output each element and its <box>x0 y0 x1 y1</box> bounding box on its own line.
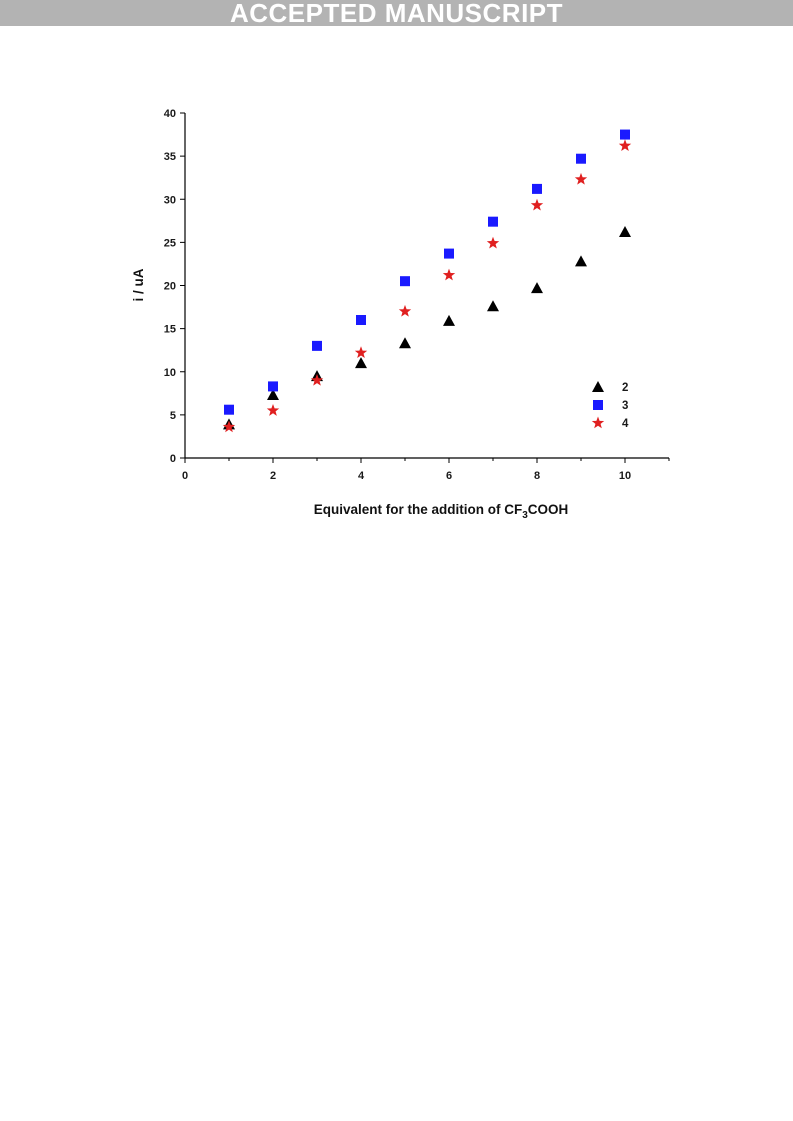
chart-axes: 0 2 4 6 8 10 0 5 10 15 20 25 30 35 40 <box>164 108 670 482</box>
banner-text: ACCEPTED MANUSCRIPT <box>229 0 564 28</box>
x-tick-label: 10 <box>619 470 631 482</box>
data-point-series-3 <box>444 248 454 259</box>
y-tick-label: 35 <box>164 151 176 163</box>
x-axis-title: Equivalent for the addition of CF3COOH <box>314 502 569 521</box>
data-point-series-2 <box>443 314 455 326</box>
legend-label-series-4: 4 <box>622 418 629 430</box>
data-point-series-2 <box>267 389 279 401</box>
legend-label-series-2: 2 <box>622 382 628 394</box>
data-point-series-2 <box>399 337 411 349</box>
data-point-series-4 <box>574 172 588 185</box>
data-point-series-3 <box>576 153 586 164</box>
data-point-series-3 <box>400 276 410 287</box>
x-axis-title-subscript: 3 <box>522 510 528 521</box>
y-tick-label: 40 <box>164 108 176 120</box>
y-tick-label: 30 <box>164 194 176 206</box>
data-point-series-4 <box>442 268 456 281</box>
series-2 <box>223 226 631 430</box>
data-point-series-2 <box>575 255 587 267</box>
data-point-series-4 <box>354 346 368 359</box>
data-point-series-3 <box>268 381 278 392</box>
data-point-series-2 <box>531 282 543 294</box>
data-point-series-2 <box>355 357 367 369</box>
data-point-series-4 <box>618 139 632 152</box>
x-tick-label: 0 <box>182 470 188 482</box>
data-point-series-4 <box>222 420 236 433</box>
accepted-manuscript-banner: ACCEPTED MANUSCRIPT <box>0 0 793 26</box>
data-point-series-4 <box>398 304 412 317</box>
y-tick-label: 5 <box>170 410 176 422</box>
x-tick-label: 6 <box>446 470 452 482</box>
chart-legend: 2 3 4 <box>591 381 629 430</box>
data-point-series-3 <box>488 216 498 227</box>
legend-marker-series-4 <box>591 416 605 429</box>
data-point-series-3 <box>620 129 630 140</box>
legend-marker-series-2 <box>592 381 604 392</box>
data-point-series-3 <box>532 183 542 194</box>
x-tick-label: 4 <box>358 470 365 482</box>
x-tick-label: 8 <box>534 470 540 482</box>
data-point-series-2 <box>487 300 499 312</box>
x-tick-label: 2 <box>270 470 276 482</box>
data-point-series-4 <box>530 198 544 211</box>
chart-marks <box>222 129 632 433</box>
y-tick-label: 25 <box>164 237 176 249</box>
series-4 <box>222 139 632 433</box>
x-axis-title-tail: COOH <box>528 502 569 517</box>
data-point-series-4 <box>310 373 324 386</box>
data-point-series-3 <box>312 340 322 351</box>
y-tick-label: 0 <box>170 453 176 465</box>
y-tick-label: 20 <box>164 281 176 293</box>
data-point-series-3 <box>224 404 234 415</box>
x-axis-title-main: Equivalent for the addition of CF <box>314 502 523 517</box>
legend-label-series-3: 3 <box>622 400 628 412</box>
data-point-series-4 <box>486 236 500 249</box>
data-point-series-3 <box>356 315 366 325</box>
y-tick-label: 15 <box>164 324 176 336</box>
y-tick-label: 10 <box>164 367 176 379</box>
data-point-series-4 <box>266 404 280 416</box>
legend-marker-series-3 <box>593 400 603 410</box>
data-point-series-2 <box>619 226 631 238</box>
y-axis-title: i / uA <box>131 268 146 301</box>
series-3 <box>224 129 630 415</box>
